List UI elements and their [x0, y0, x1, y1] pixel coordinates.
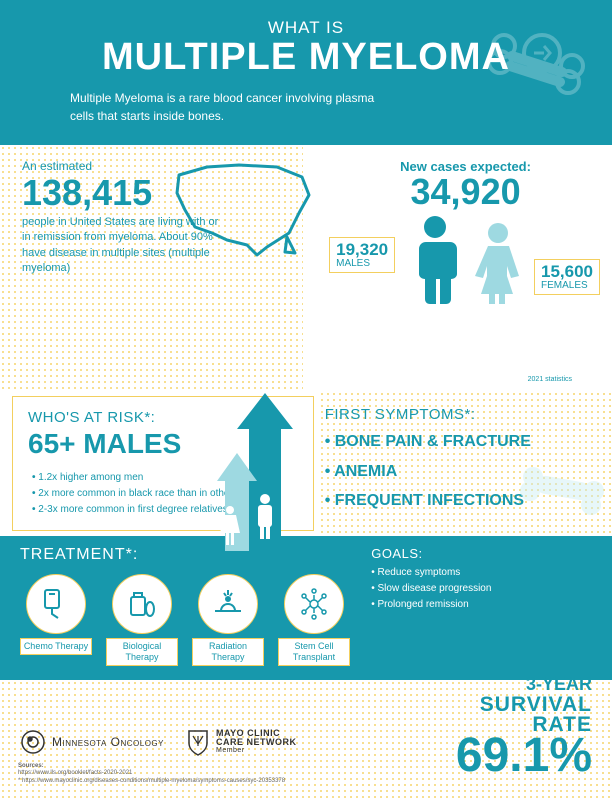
risk-symptoms-row: WHO'S AT RISK*: 65+ MALES 1.2x higher am…: [0, 391, 612, 536]
bone-icon: [518, 463, 608, 518]
treatment-stemcell: Stem Cell Transplant: [278, 574, 350, 666]
females-number: 15,600: [541, 263, 593, 280]
header-description: Multiple Myeloma is a rare blood cancer …: [70, 89, 380, 125]
chemo-label: Chemo Therapy: [20, 638, 92, 655]
treatment-radiation: Radiation Therapy: [192, 574, 264, 666]
treatment-section: TREATMENT*: Chemo Therapy Biological The…: [20, 546, 351, 666]
minnesota-oncology-logo: Minnesota Oncology: [20, 729, 164, 755]
biological-icon: [112, 574, 172, 634]
males-text: MALES: [336, 258, 370, 269]
prevalence-box: An estimated 138,415 people in United St…: [0, 145, 303, 391]
goal-item: Prolonged remission: [371, 597, 592, 613]
radiation-icon: [198, 574, 258, 634]
statistics-year: 2021 statistics: [339, 376, 592, 383]
females-label-box: 15,600 FEMALES: [534, 259, 600, 295]
mn-logo-icon: [20, 729, 46, 755]
mayo-line2: CARE NETWORK: [216, 738, 297, 747]
bone-icon: [482, 28, 592, 98]
survival-topline: 3-YEAR: [354, 674, 592, 695]
mayo-line3: Member: [216, 747, 297, 754]
males-number: 19,320: [336, 241, 388, 258]
header: WHAT IS MULTIPLE MYELOMA Multiple Myelom…: [0, 0, 612, 145]
mn-logo-text: Minnesota Oncology: [52, 735, 164, 749]
males-label-box: 19,320 MALES: [329, 237, 395, 273]
mayo-shield-icon: [186, 728, 210, 756]
survival-pct: 69.1%: [354, 734, 592, 777]
male-icon: [405, 214, 465, 304]
statistics-row: An estimated 138,415 people in United St…: [0, 145, 612, 391]
symptom-item: BONE PAIN & FRACTURE: [325, 431, 594, 453]
stemcell-label: Stem Cell Transplant: [278, 638, 350, 666]
goals-section: GOALS: Reduce symptoms Slow disease prog…: [351, 546, 592, 666]
sources-footnote: Sources: https://www.lls.org/booklet/fac…: [18, 763, 285, 786]
arrows-up-icon: [215, 393, 305, 551]
chemo-icon: [26, 574, 86, 634]
logos-section: Minnesota Oncology MAYO CLINIC CARE NETW…: [20, 728, 354, 756]
females-text: FEMALES: [541, 280, 588, 291]
new-cases-box: New cases expected: 34,920 19,320 MALES …: [303, 145, 612, 391]
goals-list: Reduce symptoms Slow disease progression…: [371, 565, 592, 613]
symptoms-box: FIRST SYMPTOMS*: BONE PAIN & FRACTURE AN…: [319, 391, 612, 536]
new-cases-number: 34,920: [339, 174, 592, 210]
goal-item: Slow disease progression: [371, 581, 592, 597]
symptoms-title: FIRST SYMPTOMS*:: [325, 406, 594, 423]
survival-rate-box: 3-YEAR SURVIVALRATE 69.1%: [354, 674, 592, 778]
mayo-clinic-logo: MAYO CLINIC CARE NETWORK Member: [186, 728, 297, 756]
sources-label: Sources:: [18, 763, 44, 769]
goal-item: Reduce symptoms: [371, 565, 592, 581]
stemcell-icon: [284, 574, 344, 634]
source-1: https://www.lls.org/booklet/facts-2020-2…: [18, 770, 132, 776]
radiation-label: Radiation Therapy: [192, 638, 264, 666]
treatment-biological: Biological Therapy: [106, 574, 178, 666]
treatment-row: TREATMENT*: Chemo Therapy Biological The…: [0, 536, 612, 680]
source-2: * https://www.mayoclinic.org/diseases-co…: [18, 778, 285, 784]
treatment-chemo: Chemo Therapy: [20, 574, 92, 666]
at-risk-box: WHO'S AT RISK*: 65+ MALES 1.2x higher am…: [12, 396, 314, 531]
female-icon: [471, 222, 526, 304]
goals-title: GOALS:: [371, 546, 592, 561]
biological-label: Biological Therapy: [106, 638, 178, 666]
